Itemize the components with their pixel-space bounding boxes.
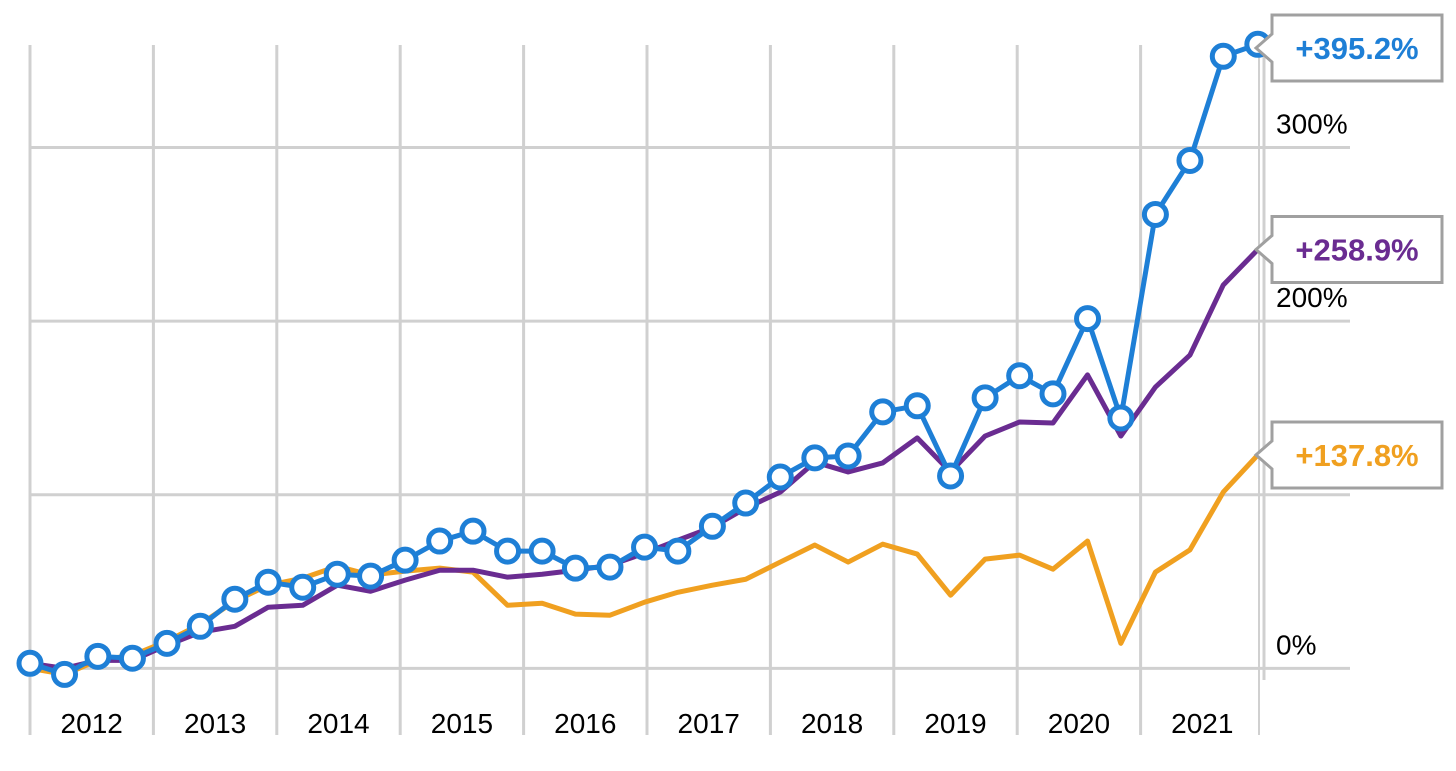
point-marker: [971, 384, 999, 412]
point-marker: [323, 560, 351, 588]
point-marker: [664, 537, 692, 565]
point-marker: [1074, 305, 1102, 333]
x-tick-label: 2016: [554, 708, 616, 739]
point-marker: [494, 537, 522, 565]
point-marker: [153, 629, 181, 657]
x-tick-label: 2020: [1048, 708, 1110, 739]
point-marker: [1039, 380, 1067, 408]
series-line: [29, 247, 1260, 671]
y-tick-label: 200%: [1276, 282, 1348, 313]
callout-box: [1253, 420, 1444, 490]
point-marker: [631, 533, 659, 561]
x-tick-label: 2013: [184, 708, 246, 739]
point-marker: [834, 442, 862, 470]
point-marker: [221, 585, 249, 613]
x-tick-label: 2012: [61, 708, 123, 739]
y-tick-label: 0%: [1276, 629, 1316, 660]
point-marker: [118, 644, 146, 672]
point-marker: [801, 444, 829, 472]
x-tick-label: 2018: [801, 708, 863, 739]
end-label: +137.8%: [1295, 438, 1418, 473]
point-marker: [16, 649, 44, 677]
x-tick-label: 2015: [431, 708, 493, 739]
point-marker: [357, 562, 385, 590]
point-marker: [289, 573, 317, 601]
point-marker: [937, 462, 965, 490]
x-tick-label: 2019: [924, 708, 986, 739]
point-marker: [766, 463, 794, 491]
point-marker: [1209, 42, 1237, 70]
x-tick-label: 2014: [307, 708, 369, 739]
series-line: [29, 41, 1259, 677]
y-tick-label: 300%: [1276, 108, 1348, 139]
point-marker: [1006, 362, 1034, 390]
point-marker: [254, 568, 282, 596]
point-marker: [51, 660, 79, 688]
end-label: +258.9%: [1295, 233, 1418, 268]
point-marker: [1176, 146, 1204, 174]
point-marker: [528, 537, 556, 565]
point-marker: [596, 553, 624, 581]
point-marker: [869, 398, 897, 426]
point-marker: [84, 642, 112, 670]
point-marker: [1141, 200, 1169, 228]
point-marker: [391, 546, 419, 574]
point-marker: [903, 392, 931, 420]
point-marker: [561, 554, 589, 582]
point-marker: [732, 489, 760, 517]
x-tick-label: 2021: [1171, 708, 1233, 739]
series-line: [29, 453, 1260, 677]
point-marker: [426, 527, 454, 555]
end-label: +395.2%: [1295, 31, 1418, 66]
point-marker: [186, 612, 214, 640]
callout-box: [1253, 13, 1444, 83]
point-marker: [459, 517, 487, 545]
x-tick-label: 2017: [678, 708, 740, 739]
callout-box: [1253, 215, 1444, 285]
point-marker: [1107, 404, 1135, 432]
point-marker: [698, 512, 726, 540]
